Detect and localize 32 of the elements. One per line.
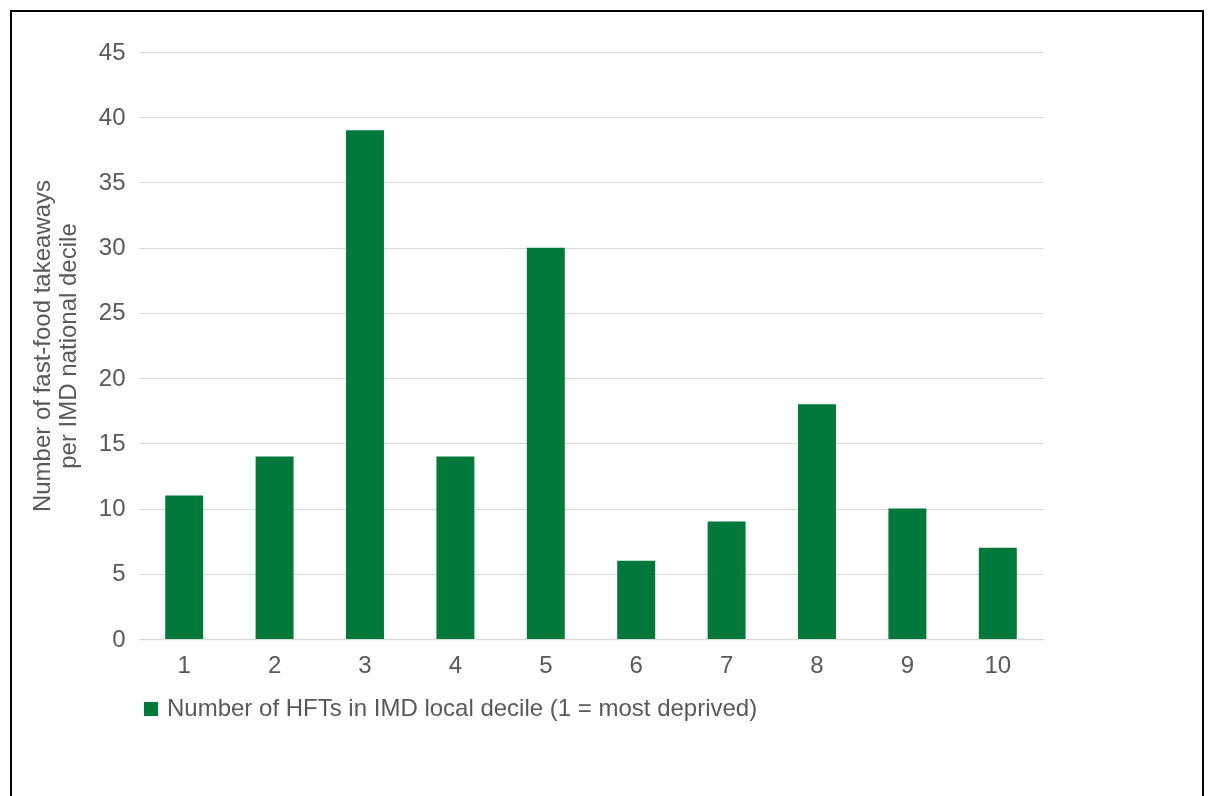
y-tick-label: 45 <box>98 37 126 65</box>
bar <box>888 508 927 639</box>
x-tick-label: 8 <box>810 650 824 678</box>
bar <box>526 247 565 639</box>
x-tick-label: 10 <box>984 650 1012 678</box>
x-tick-label: 1 <box>177 650 191 678</box>
y-tick-label: 40 <box>98 102 126 130</box>
y-tick-label: 20 <box>98 363 126 391</box>
y-tick-label: 5 <box>112 559 126 587</box>
x-tick-label: 4 <box>448 650 463 678</box>
x-tick-label: 2 <box>267 650 282 678</box>
bar <box>436 456 475 639</box>
y-tick-label: 35 <box>98 167 126 195</box>
y-tick-label: 25 <box>98 298 126 326</box>
y-tick-label: 15 <box>98 428 126 456</box>
legend-label: Number of HFTs in IMD local decile (1 = most deprived) <box>167 694 758 721</box>
y-tick-label: 0 <box>112 624 126 652</box>
x-tick-label: 6 <box>629 650 643 678</box>
x-tick-label: 3 <box>358 650 372 678</box>
bar <box>346 130 384 639</box>
bar <box>978 547 1017 639</box>
x-tick-label: 5 <box>539 650 553 678</box>
bar <box>617 560 656 639</box>
bar <box>707 521 746 639</box>
bar <box>255 456 294 639</box>
bar <box>798 404 836 639</box>
y-axis-title: Number of fast-food takeaways per IMD national decile <box>27 179 81 513</box>
y-tick-label: 30 <box>98 233 126 261</box>
y-tick-label: 10 <box>98 494 126 522</box>
x-tick-label: 7 <box>719 650 734 678</box>
bar <box>165 495 204 639</box>
x-tick-label: 9 <box>900 650 915 678</box>
